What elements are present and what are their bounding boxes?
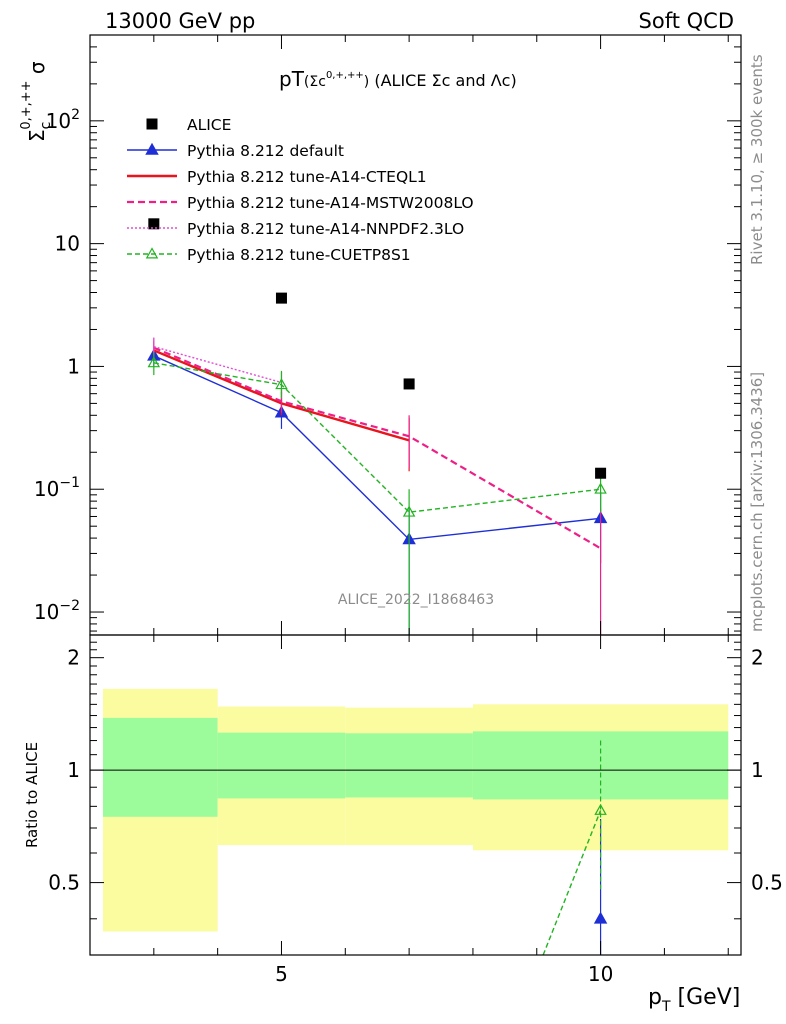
legend-label-mstw: Pythia 8.212 tune-A14-MSTW2008LO — [187, 194, 474, 212]
y-tick-label-base-0: 10 — [34, 600, 59, 624]
alice-data-points — [148, 218, 607, 479]
y-tick-label-base-1: 10 — [34, 477, 59, 501]
legend-label-cuetp: Pythia 8.212 tune-CUETP8S1 — [187, 246, 411, 264]
legend-label-cteql1: Pythia 8.212 tune-A14-CTEQL1 — [187, 168, 427, 186]
legend-label-alice: ALICE — [187, 116, 231, 134]
series-line-cuetp — [153, 362, 601, 513]
ratio-tick-label-right-0: 0.5 — [751, 871, 783, 895]
y-tick-label-exp-1: −1 — [59, 475, 80, 491]
y-tick-label-1: 10−1 — [34, 475, 80, 501]
y-axis-label-base: Σ — [25, 129, 49, 142]
alice-point-1 — [275, 292, 287, 304]
plot-title-paren-open: (Σc — [304, 74, 326, 90]
y-tick-label-base-2: 1 — [67, 354, 80, 378]
legend: ALICE Pythia 8.212 default Pythia 8.212 tu… — [127, 116, 474, 264]
plot-title-rest: (ALICE Σc and Λc) — [369, 71, 516, 90]
ratio-bands — [103, 688, 729, 932]
alice-point-2 — [403, 378, 415, 390]
y-tick-label-exp-0: −2 — [59, 598, 80, 614]
ratio-axis-label: Ratio to ALICE — [23, 742, 41, 848]
y-axis-label: Σc 0,+,++ σ — [19, 61, 54, 142]
x-axis-label: pT [GeV] — [648, 985, 740, 1015]
ratio-tick-label-right-1: 1 — [751, 758, 764, 782]
legend-marker-alice — [146, 118, 158, 130]
series-line-default — [153, 355, 601, 541]
legend-marker-default — [145, 142, 159, 155]
ratio-tick-label-left-1: 1 — [67, 758, 80, 782]
ratio-point-default-0 — [593, 911, 608, 924]
y-axis-label-sup: 0,+,++ — [19, 80, 34, 129]
x-axis-label-p: p — [648, 985, 662, 1010]
y-tick-label-3: 10 — [55, 232, 80, 256]
y-tick-label-2: 1 — [67, 354, 80, 378]
ratio-frame — [89, 634, 742, 956]
y-tick-label-0: 10−2 — [34, 598, 80, 624]
green-band-0 — [103, 717, 218, 817]
series-point-cuetp-2 — [402, 505, 416, 517]
x-axis-label-unit: [GeV] — [671, 985, 741, 1010]
plot-title-paren-sup: 0,+,++ — [326, 70, 364, 81]
y-tick-label-base-4: 10 — [46, 109, 71, 133]
alice-point-3 — [595, 467, 607, 479]
legend-label-nnpdf: Pythia 8.212 tune-A14-NNPDF2.3LO — [187, 220, 464, 238]
y-axis-label-tail: σ — [25, 61, 49, 80]
ratio-tick-label-right-2: 2 — [751, 646, 764, 670]
y-tick-label-4: 102 — [46, 107, 80, 133]
ratio-tick-label-left-0: 0.5 — [48, 871, 80, 895]
series-point-cuetp-1 — [275, 377, 288, 390]
y-tick-label-base-3: 10 — [55, 232, 80, 256]
analysis-watermark: ALICE_2022_I1868463 — [338, 592, 494, 608]
ratio-series — [542, 740, 608, 956]
series-point-cuetp-0 — [147, 356, 161, 368]
plot-title-paren-close: ) — [364, 74, 369, 90]
ratio-tick-label-left-2: 2 — [67, 646, 80, 670]
x-tick-label-1: 10 — [588, 962, 613, 986]
green-band-2 — [345, 733, 473, 798]
y-axis-label-sub: c — [38, 122, 54, 130]
header-right: Soft QCD — [639, 9, 734, 33]
mcplots-label: mcplots.cern.ch [arXiv:1306.3436] — [748, 372, 766, 632]
plot-title: pT(Σc0,+,++) (ALICE Σc and Λc) — [279, 67, 517, 91]
main-series — [147, 337, 608, 635]
x-tick-label-0: 5 — [275, 962, 288, 986]
plot-title-main: pT — [279, 67, 305, 91]
ratio-point-cuetp-1 — [594, 803, 607, 815]
x-axis-label-sub: T — [661, 999, 671, 1015]
alice-point-0 — [148, 218, 160, 230]
green-band-1 — [217, 732, 346, 799]
series-point-cuetp-3 — [594, 482, 607, 494]
rivet-label: Rivet 3.1.10, ≥ 300k events — [748, 54, 766, 265]
series-line-mstw — [153, 346, 602, 550]
axis-ticks — [89, 34, 741, 955]
y-tick-label-exp-4: 2 — [71, 107, 80, 123]
ratio-line-cuetp — [542, 810, 602, 956]
legend-label-default: Pythia 8.212 default — [187, 142, 344, 160]
legend-marker-cuetp — [145, 247, 159, 259]
header-left: 13000 GeV pp — [105, 9, 255, 33]
